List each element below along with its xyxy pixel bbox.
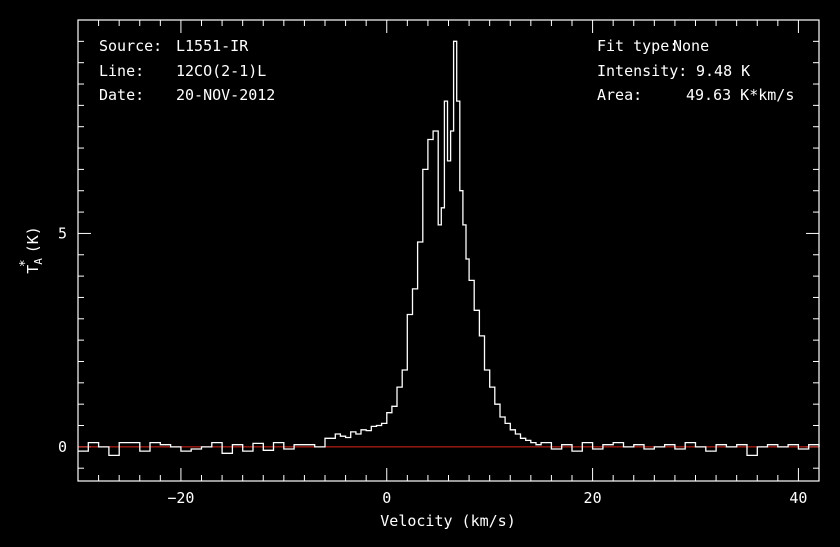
area-label: Area: — [597, 86, 642, 104]
fit-type-label: Fit type: — [597, 37, 678, 55]
y-axis-label-main: T — [24, 265, 42, 274]
x-tick-label: 20 — [584, 489, 602, 507]
svg-text:TA*(K): TA* (K) — [18, 226, 45, 274]
date-label: Date: — [99, 86, 144, 104]
axis-ticks — [77, 19, 820, 481]
x-tick-label: 0 — [382, 489, 391, 507]
y-axis-label: TA* (K) — [18, 226, 45, 274]
line-value: 12CO(2-1)L — [176, 62, 266, 80]
plot-frame — [77, 19, 820, 482]
source-value: L1551-IR — [176, 37, 249, 55]
x-axis-label: Velocity (km/s) — [380, 512, 515, 530]
y-axis-label-unit: (K) — [24, 226, 42, 253]
y-axis-label-sub: A — [32, 258, 45, 265]
y-tick-label: 5 — [58, 224, 67, 242]
x-tick-label: −20 — [167, 489, 194, 507]
fit-type-value: None — [673, 37, 709, 55]
area-value: 49.63 K*km/s — [686, 86, 794, 104]
x-tick-label: 40 — [789, 489, 807, 507]
spectrum-line — [78, 40, 820, 457]
y-tick-label: 0 — [58, 438, 67, 456]
line-label: Line: — [99, 62, 144, 80]
date-value: 20-NOV-2012 — [176, 86, 275, 104]
source-label: Source: — [99, 37, 162, 55]
intensity-value: 9.48 K — [696, 62, 750, 80]
tick-labels: −20 0 20 40 0 5 — [58, 224, 807, 507]
intensity-label: Intensity: — [597, 62, 687, 80]
y-axis-label-sup: * — [18, 259, 33, 267]
